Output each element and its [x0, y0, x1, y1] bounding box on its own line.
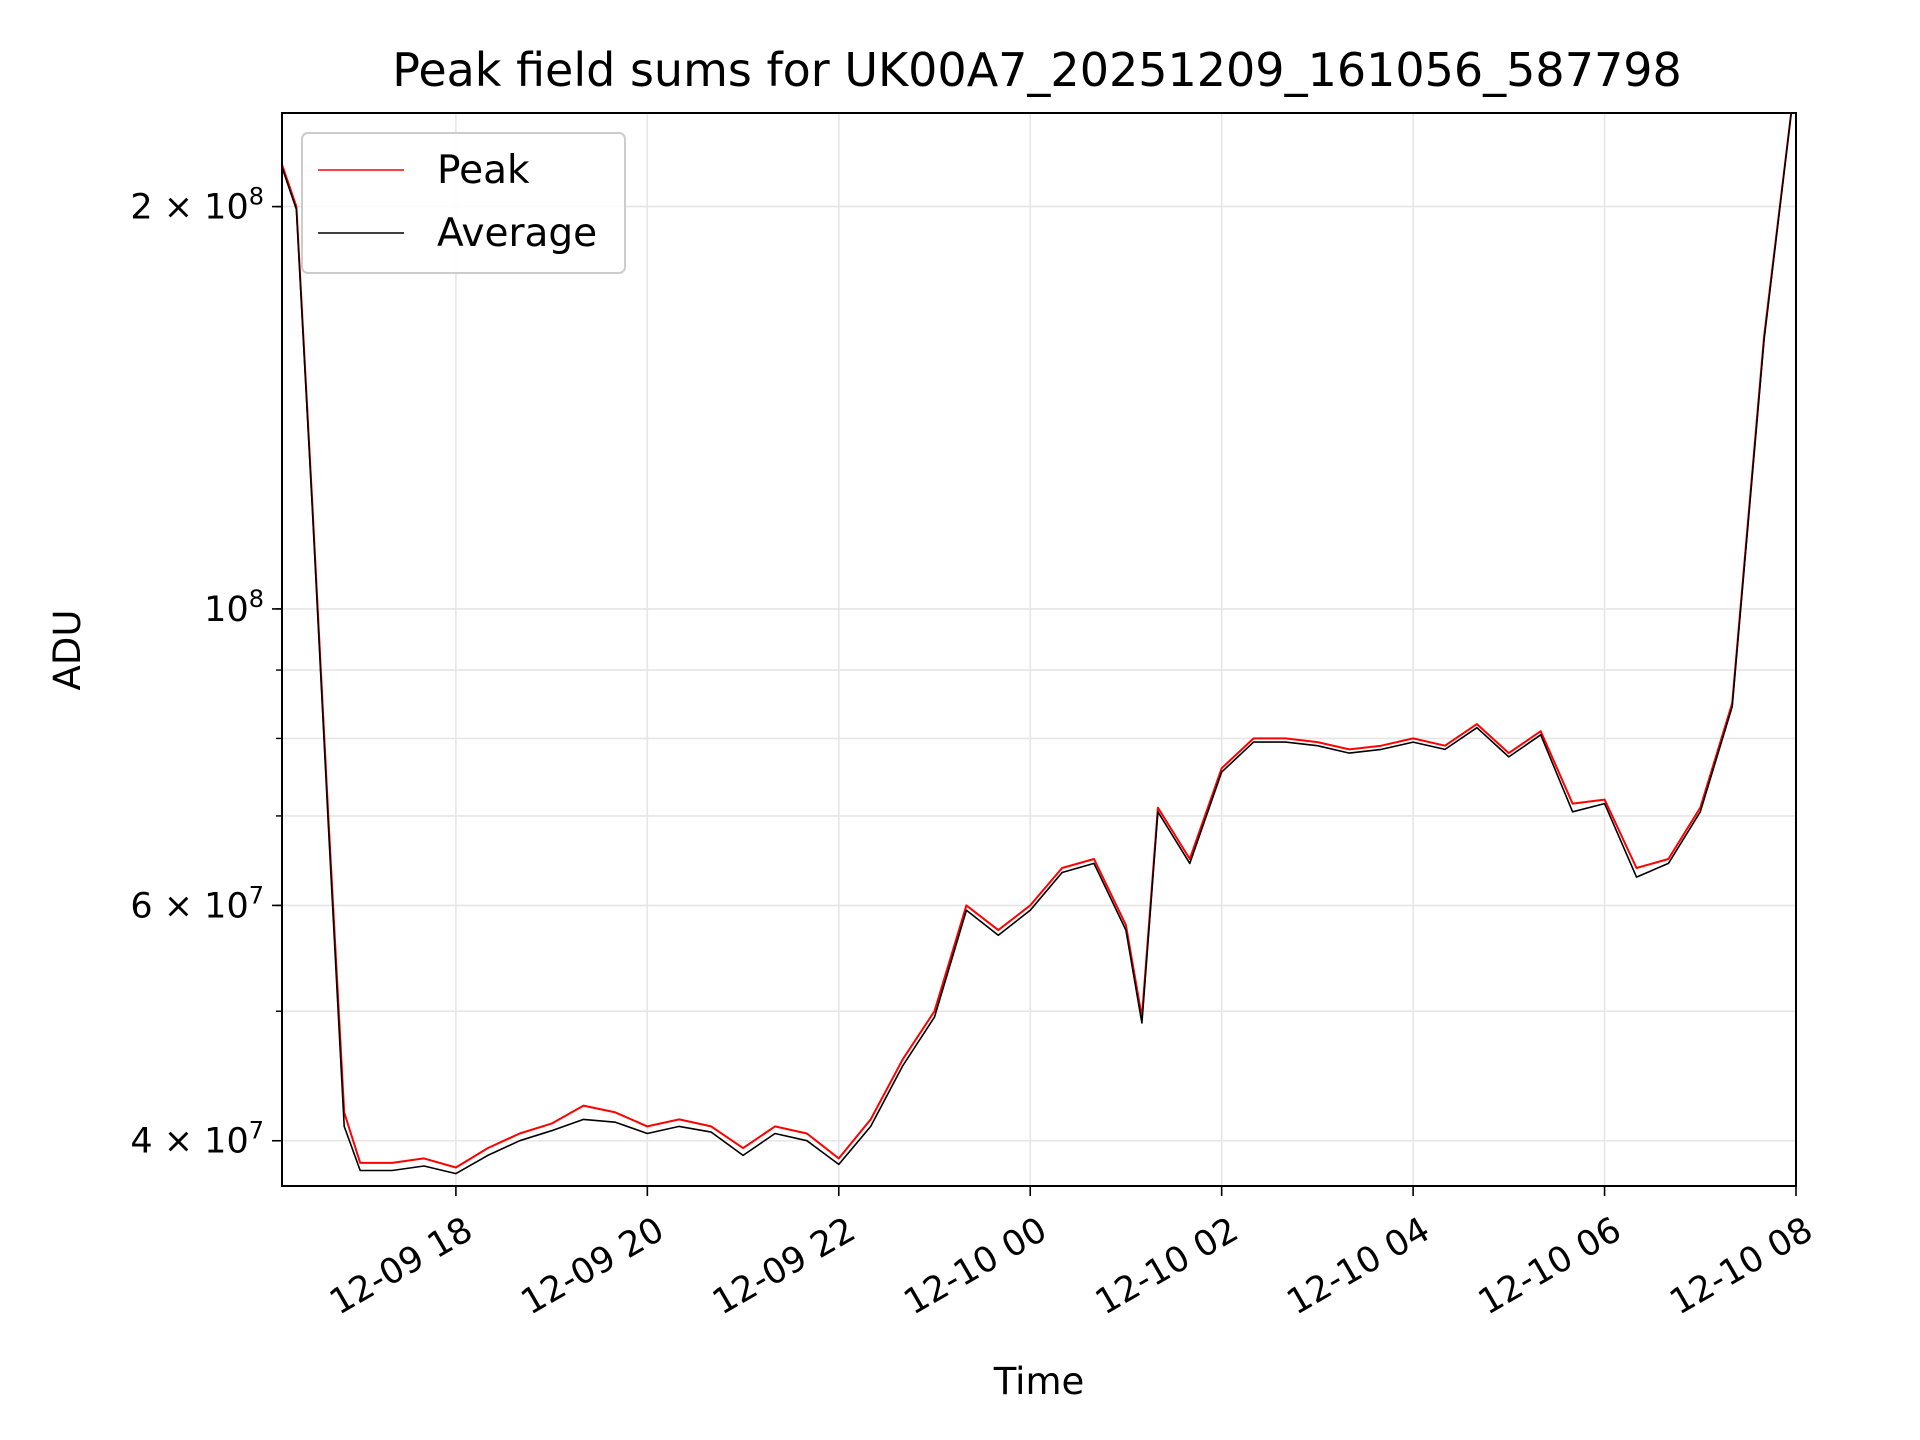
plot-frame	[281, 112, 1797, 1187]
series-average	[281, 112, 1792, 1175]
y-tick-label: 108	[204, 585, 264, 630]
legend-box	[301, 132, 626, 274]
x-axis-label: Time	[993, 1360, 1085, 1403]
legend-label-average: Average	[437, 211, 597, 256]
legend: Peak Average	[301, 132, 626, 274]
y-tick-label: 4 × 107	[130, 1117, 264, 1162]
series-line-peak	[281, 112, 1793, 1169]
y-axis-label: ADU	[46, 610, 89, 691]
grid	[282, 113, 1797, 1186]
chart-title: Peak field sums for UK00A7_20251209_1610…	[392, 43, 1682, 97]
legend-label-peak: Peak	[437, 148, 530, 193]
series-layer	[281, 112, 1793, 1175]
series-line-average	[281, 112, 1792, 1175]
y-tick-label: 6 × 107	[130, 881, 264, 926]
y-tick-label: 2 × 108	[130, 183, 264, 228]
series-peak	[281, 112, 1793, 1169]
